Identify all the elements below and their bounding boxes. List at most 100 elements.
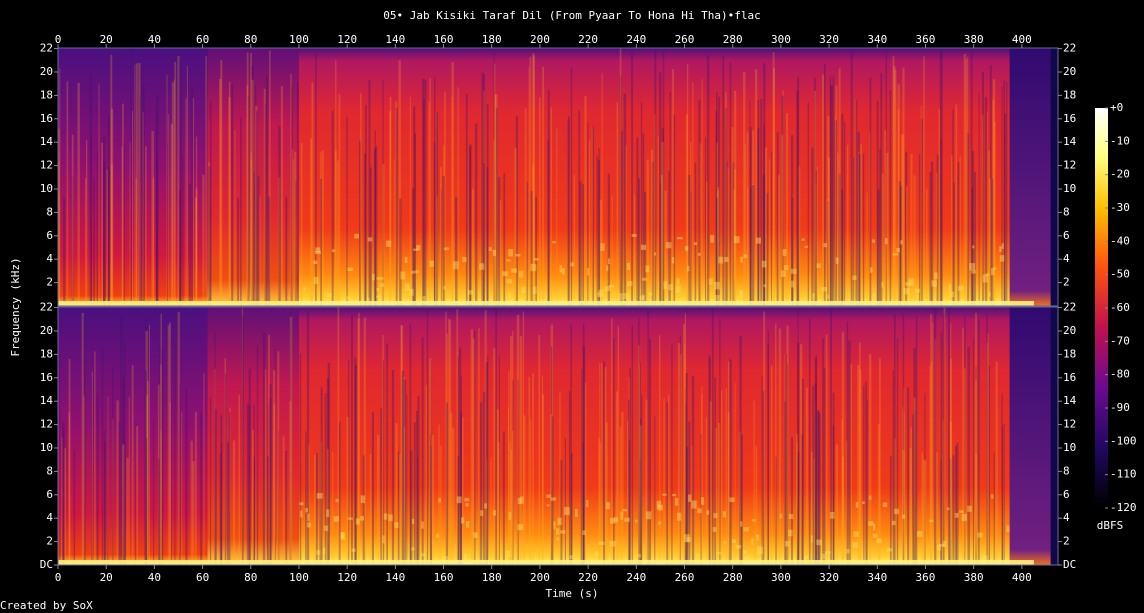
spectrogram-streak	[905, 151, 908, 306]
spectrogram-streak	[753, 400, 755, 565]
spectrogram-blob	[763, 284, 767, 288]
spectrogram-streak	[830, 85, 833, 306]
spectrogram-streak	[519, 336, 523, 565]
spectrogram-streak	[619, 75, 622, 306]
spectrogram-blob	[421, 521, 424, 529]
spectrogram-streak	[818, 413, 821, 565]
spectrogram-blob	[595, 551, 599, 557]
spectrogram-blob	[894, 508, 899, 515]
spectrogram-streak	[528, 66, 530, 306]
spectrogram-streak	[148, 324, 150, 565]
spectrogram-blob	[982, 274, 989, 283]
spectrogram-streak	[434, 77, 436, 306]
spectrogram-streak	[986, 342, 989, 565]
panel-frame	[57, 306, 1059, 566]
spectrogram-streak	[755, 446, 758, 565]
spectrogram-streak	[805, 387, 808, 565]
spectrogram-blob	[954, 512, 959, 518]
spectrogram-streak	[716, 191, 720, 306]
spectrogram-streak	[663, 398, 665, 565]
spectrogram-streak	[456, 309, 459, 565]
y-tick-label: 6	[46, 229, 53, 242]
spectrogram-streak	[752, 130, 755, 306]
spectrogram-streak	[277, 351, 280, 565]
spectrogram-streak	[701, 79, 703, 306]
spectrogram-streak	[221, 442, 223, 565]
spectrogram-streak	[598, 148, 600, 306]
spectrogram-streak	[596, 156, 598, 306]
spectrogram-blob	[366, 297, 370, 303]
spectrogram-streak	[248, 405, 251, 565]
x-tick-label: 400	[1012, 33, 1032, 46]
spectrogram-streak	[877, 189, 880, 306]
x-tick-label: 80	[244, 33, 257, 46]
spectrogram-streak	[592, 126, 595, 306]
spectrogram-streak	[641, 394, 643, 565]
spectrogram-streak	[472, 338, 475, 565]
y-tick-label: 22	[40, 42, 53, 55]
spectrogram-blob	[788, 529, 793, 537]
spectrogram-streak	[448, 318, 450, 565]
spectrogram-streak	[382, 360, 385, 565]
spectrogram-streak	[382, 335, 384, 565]
spectrogram-streak	[603, 361, 606, 565]
spectrogram-streak	[103, 161, 106, 306]
spectrogram-blob	[376, 287, 380, 292]
spectrogram-streak	[289, 311, 292, 565]
y-tick-label: 16	[1063, 112, 1076, 125]
spectrogram-blob	[959, 510, 964, 513]
spectrogram-streak	[121, 146, 123, 306]
spectrogram-blob	[868, 495, 872, 500]
footer: Created by SoX	[0, 599, 93, 612]
spectrogram-blob	[804, 245, 809, 248]
spectrogram-streak	[914, 410, 916, 565]
spectrogram-streak	[338, 421, 341, 565]
spectrogram-streak	[166, 143, 169, 306]
spectrogram-blob	[552, 240, 556, 244]
spectrogram-streak	[123, 142, 125, 306]
spectrogram-streak	[102, 135, 106, 306]
spectrogram-streak	[269, 398, 272, 565]
spectrogram-streak	[722, 56, 725, 307]
spectrogram-streak	[982, 115, 984, 306]
spectrogram-streak	[965, 59, 967, 306]
spectrogram-streak	[104, 441, 107, 565]
spectrogram-streak	[868, 354, 872, 565]
spectrogram-streak	[598, 437, 600, 565]
spectrogram-streak	[910, 153, 913, 306]
spectrogram-blob	[671, 257, 675, 264]
spectrogram-streak	[357, 318, 360, 565]
spectrogram-blob	[734, 236, 740, 244]
spectrogram-streak	[495, 94, 498, 306]
spectrogram-streak	[579, 181, 582, 306]
spectrogram-blob	[492, 510, 497, 516]
spectrogram-streak	[956, 442, 959, 565]
x-tick-label: 220	[578, 33, 598, 46]
spectrogram-streak	[274, 349, 276, 565]
spectrogram-blob	[672, 493, 677, 497]
spectrogram-streak	[580, 369, 583, 565]
spectrogram-streak	[797, 76, 800, 306]
spectrogram-streak	[533, 55, 535, 307]
spectrogram-streak	[267, 405, 269, 565]
spectrogram-streak	[643, 192, 647, 306]
colorbar-tick-label: -120	[1110, 501, 1137, 514]
spectrogram-streak	[564, 438, 566, 565]
y-tick-label: 14	[1063, 394, 1077, 407]
spectrogram-streak	[101, 347, 104, 565]
spectrogram-streak	[307, 444, 310, 565]
spectrogram-streak	[953, 182, 955, 306]
spectrogram-streak	[81, 312, 84, 565]
spectrogram-streak	[661, 127, 664, 307]
spectrogram-streak	[250, 53, 252, 306]
spectrogram-blob	[626, 262, 630, 270]
spectrogram-streak	[658, 335, 661, 565]
spectrogram-streak	[615, 391, 618, 565]
x-tick-label: 200	[530, 571, 550, 584]
spectrogram-streak	[777, 175, 780, 306]
spectrogram-blob	[313, 260, 318, 265]
spectrogram-streak	[170, 326, 172, 565]
spectrogram-streak	[966, 56, 969, 306]
spectrogram-blob	[564, 506, 570, 515]
y-tick-label: 18	[1063, 88, 1076, 101]
